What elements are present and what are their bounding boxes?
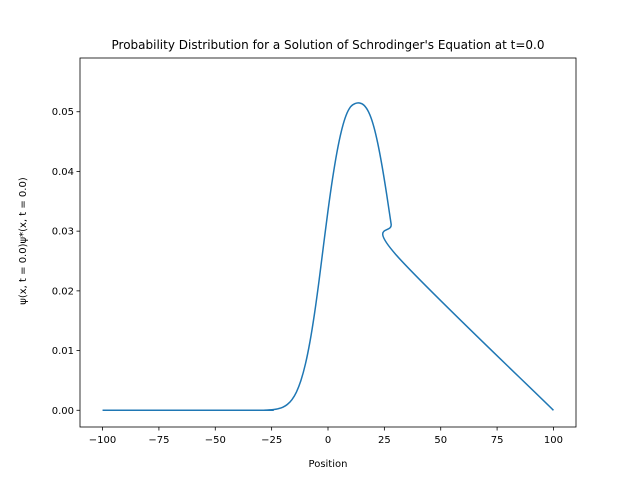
x-tick-label: −25 [261,435,282,446]
x-tick-label: −75 [148,435,169,446]
x-tick-label: −100 [89,435,116,446]
y-tick-label: 0.02 [52,286,74,297]
chart-title: Probability Distribution for a Solution … [112,38,545,52]
y-tick-label: 0.01 [52,346,74,357]
y-tick-label: 0.05 [52,107,74,118]
y-tick-label: 0.03 [52,227,74,238]
y-axis-label: ψ(x, t = 0.0)ψ*(x, t = 0.0) [18,177,29,305]
series-line-0 [102,102,554,412]
y-tick-label: 0.04 [52,167,74,178]
x-tick-label: −50 [205,435,226,446]
x-tick-label: 25 [378,435,391,446]
y-tick-label: 0.00 [52,406,74,417]
x-tick-label: 50 [434,435,447,446]
plot-area: −100 −75 −50 −25 0 25 50 75 100 0.00 0.01 0.02 0.03 0… [52,57,577,446]
x-tick-label: 100 [544,435,563,446]
x-axis-label: Position [309,459,348,470]
x-tick-label: 0 [325,435,331,446]
x-tick-label: 75 [491,435,504,446]
